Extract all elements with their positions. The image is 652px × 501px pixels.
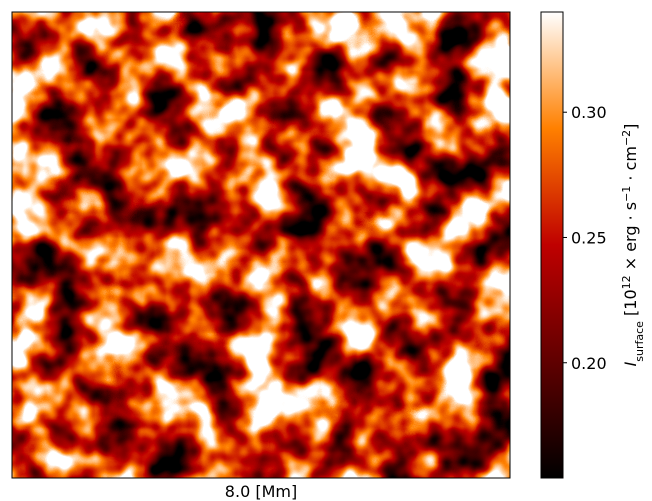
colorbar-label-part: −2 [620, 130, 633, 146]
colorbar-label-part: −1 [620, 186, 633, 202]
chart: 8.0 [Mm] Isurface [1012 × erg · s−1 · cm… [0, 0, 652, 501]
colorbar-tick-label: 0.20 [571, 354, 607, 373]
colorbar-tick-label: 0.30 [571, 103, 607, 122]
x-axis-label: 8.0 [Mm] [225, 482, 297, 501]
colorbar-label-part: · cm [621, 146, 640, 186]
colorbar-label-part: × erg · s [621, 202, 640, 275]
heatmap-image [12, 12, 510, 478]
colorbar-label-part: ] [621, 124, 640, 130]
colorbar-label: Isurface [1012 × erg · s−1 · cm−2] [620, 124, 646, 367]
colorbar-label-part: surface [633, 321, 646, 362]
colorbar-label-part: [10 [621, 289, 640, 321]
colorbar-tick-label: 0.25 [571, 228, 607, 247]
colorbar [541, 12, 563, 478]
colorbar-label-part: 12 [620, 275, 633, 289]
